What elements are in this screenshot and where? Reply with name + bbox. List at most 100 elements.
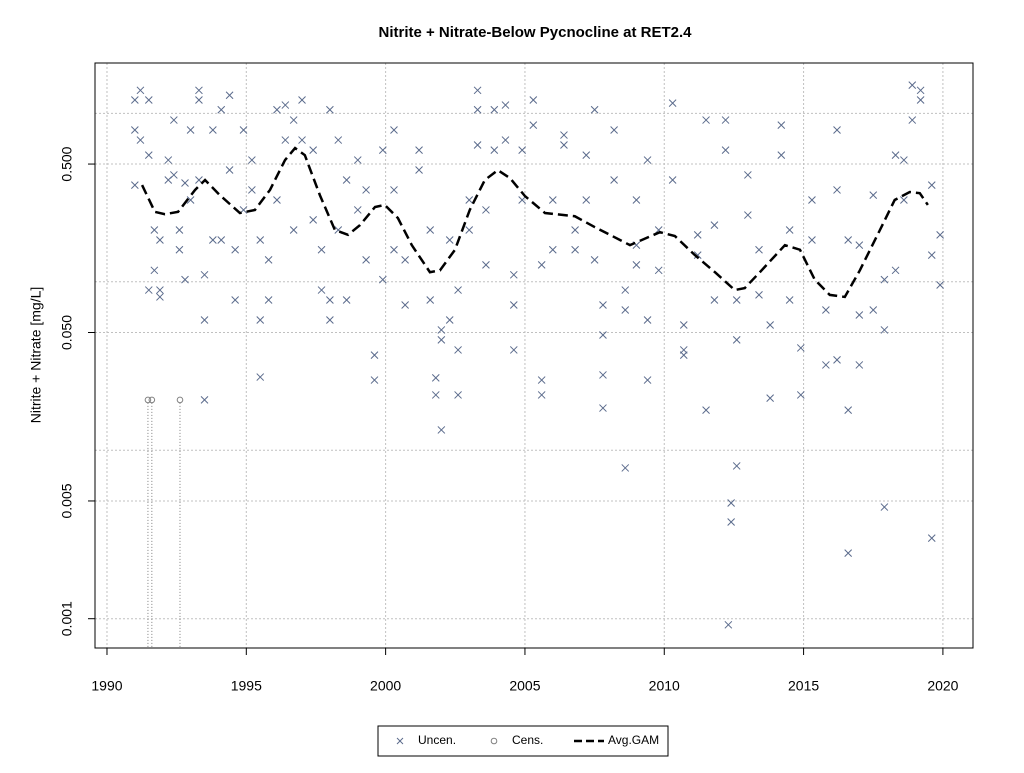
chart-title: Nitrite + Nitrate-Below Pycnocline at RE… — [378, 24, 692, 41]
marker-stroke — [900, 196, 908, 204]
marker-stroke — [150, 266, 159, 275]
point — [200, 396, 209, 404]
point — [927, 251, 936, 259]
point — [437, 336, 446, 344]
marker-stroke — [908, 81, 917, 90]
point — [880, 326, 889, 334]
marker-stroke — [200, 316, 209, 324]
point — [855, 361, 864, 369]
marker-stroke — [599, 371, 607, 379]
marker-stroke — [855, 311, 864, 319]
point — [610, 176, 618, 184]
point — [632, 196, 641, 204]
marker-stroke — [150, 226, 159, 234]
point — [326, 105, 334, 114]
point — [130, 126, 139, 134]
point — [643, 156, 652, 164]
marker-stroke — [560, 141, 568, 149]
marker-stroke — [281, 101, 290, 109]
point — [590, 105, 599, 114]
point — [908, 81, 917, 90]
marker-stroke — [248, 186, 256, 194]
marker-stroke — [465, 196, 474, 204]
point — [693, 251, 702, 259]
point — [445, 236, 454, 244]
marker-stroke — [175, 226, 184, 234]
marker-stroke — [727, 518, 735, 526]
marker-stroke — [796, 344, 805, 352]
point — [833, 356, 841, 364]
point — [744, 171, 752, 179]
gam-line — [140, 146, 929, 299]
point — [209, 126, 217, 134]
point — [281, 101, 290, 109]
marker-stroke — [610, 176, 618, 184]
point — [869, 306, 878, 314]
marker-stroke — [590, 105, 599, 114]
point — [721, 116, 730, 124]
point — [353, 206, 362, 214]
point — [727, 518, 735, 526]
marker-stroke — [855, 241, 864, 250]
marker-stroke — [231, 245, 240, 254]
point — [370, 351, 379, 359]
point — [891, 151, 900, 159]
marker-stroke — [621, 464, 630, 472]
marker-stroke — [156, 236, 164, 244]
point — [732, 336, 741, 344]
marker-stroke — [732, 296, 741, 304]
point — [217, 236, 226, 244]
point — [181, 179, 189, 187]
point — [273, 105, 281, 114]
marker-stroke — [529, 121, 538, 129]
point — [927, 181, 936, 189]
point — [582, 151, 591, 159]
marker-stroke — [891, 266, 900, 275]
point — [378, 146, 387, 154]
marker-stroke — [710, 221, 719, 229]
marker-stroke — [200, 396, 209, 404]
point — [537, 261, 546, 269]
point — [144, 286, 153, 294]
legend-item: Uncen. — [396, 733, 456, 747]
marker-stroke — [632, 196, 641, 204]
marker-stroke — [390, 186, 398, 194]
marker-stroke — [264, 255, 273, 264]
point — [309, 146, 318, 154]
point — [256, 316, 265, 324]
point — [529, 121, 538, 129]
marker-stroke — [231, 296, 240, 304]
point — [654, 266, 663, 275]
point — [599, 331, 607, 339]
point — [239, 126, 248, 134]
marker-stroke — [833, 186, 841, 194]
marker-stroke — [727, 499, 735, 507]
marker-stroke — [654, 266, 663, 275]
marker-stroke — [599, 331, 607, 339]
point — [473, 141, 482, 149]
point — [317, 245, 326, 254]
marker-stroke — [144, 151, 153, 159]
marker-stroke — [501, 101, 510, 109]
point — [537, 376, 546, 384]
point — [454, 391, 462, 399]
marker-stroke — [473, 141, 482, 149]
point — [136, 136, 145, 144]
point — [509, 301, 518, 309]
point — [298, 136, 306, 144]
marker-stroke — [679, 351, 688, 359]
point — [164, 156, 173, 164]
marker-stroke — [334, 136, 343, 144]
marker-stroke — [170, 171, 178, 179]
point — [390, 126, 398, 134]
marker-stroke — [537, 261, 546, 269]
point — [454, 346, 462, 354]
point — [473, 86, 482, 95]
x-tick-label: 2000 — [370, 678, 401, 694]
marker-stroke — [808, 196, 816, 204]
marker-stroke — [353, 156, 362, 164]
point — [465, 196, 474, 204]
marker-stroke — [136, 86, 145, 95]
legend-box — [377, 725, 669, 757]
point — [908, 116, 917, 124]
